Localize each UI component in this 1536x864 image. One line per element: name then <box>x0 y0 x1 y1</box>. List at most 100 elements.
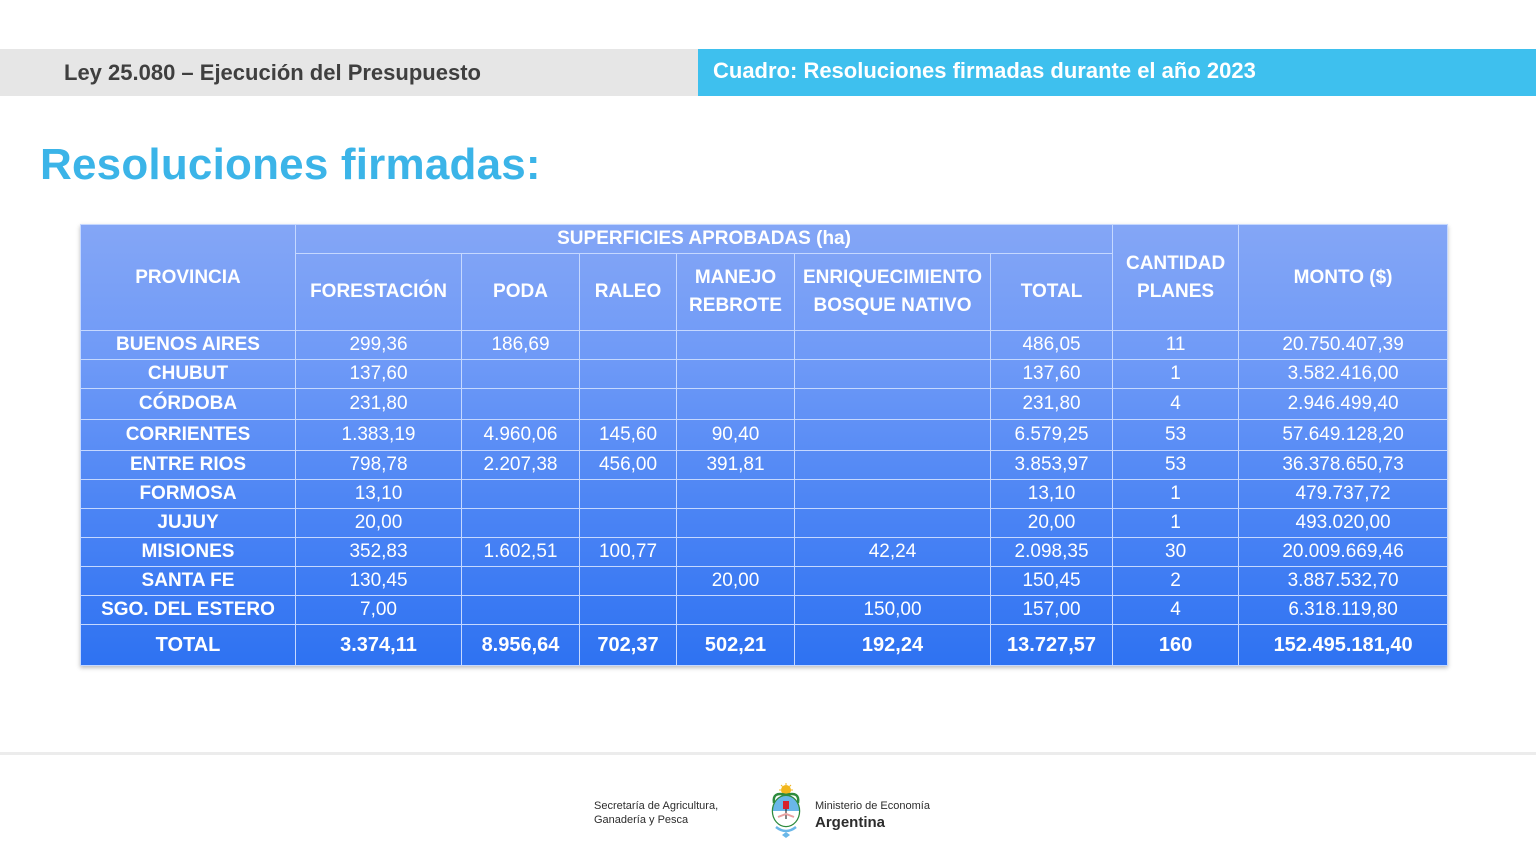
cell-manejo-rebrote <box>676 479 795 509</box>
total-monto: 152.495.181,40 <box>1238 624 1449 666</box>
cell-provincia: JUJUY <box>80 508 296 538</box>
cell-manejo-rebrote: 90,40 <box>676 419 795 451</box>
header-cantidad-planes: CANTIDAD PLANES <box>1112 224 1240 331</box>
header-cantidad-line2: PLANES <box>1137 280 1215 302</box>
table-row: CÓRDOBA 231,80 231,80 4 2.946.499,40 <box>80 388 1449 420</box>
cell-total: 150,45 <box>989 566 1114 596</box>
cell-enriquecimiento <box>794 419 991 451</box>
table-row: SANTA FE 130,45 20,00 150,45 2 3.887.532,70 <box>80 566 1449 596</box>
header-poda: PODA <box>461 253 580 331</box>
total-provincia: TOTAL <box>80 624 296 666</box>
cell-poda <box>461 508 580 538</box>
cell-enriquecimiento <box>794 479 991 509</box>
cell-cantidad-planes: 2 <box>1112 566 1240 596</box>
cell-raleo: 100,77 <box>579 537 677 567</box>
cell-raleo <box>579 359 677 389</box>
cell-monto: 3.887.532,70 <box>1238 566 1449 596</box>
footer-secretaria: Secretaría de Agricultura, Ganadería y P… <box>594 799 718 827</box>
cell-enriquecimiento <box>794 508 991 538</box>
header-raleo: RALEO <box>579 253 677 331</box>
cell-enriquecimiento: 150,00 <box>794 595 991 625</box>
cell-monto: 493.020,00 <box>1238 508 1449 538</box>
cell-enriquecimiento: 42,24 <box>794 537 991 567</box>
cell-raleo <box>579 479 677 509</box>
header-manejo-line2: REBROTE <box>689 295 782 316</box>
table-row: CHUBUT 137,60 137,60 1 3.582.416,00 <box>80 359 1449 389</box>
cell-cantidad-planes: 1 <box>1112 359 1240 389</box>
cell-enriquecimiento <box>794 450 991 480</box>
cell-raleo: 145,60 <box>579 419 677 451</box>
cell-cantidad-planes: 1 <box>1112 508 1240 538</box>
table-row: ENTRE RIOS 798,78 2.207,38 456,00 391,81 3.85… <box>80 450 1449 480</box>
cell-raleo <box>579 330 677 360</box>
cell-provincia: FORMOSA <box>80 479 296 509</box>
cell-forestacion: 352,83 <box>295 537 462 567</box>
cell-raleo <box>579 595 677 625</box>
cell-manejo-rebrote <box>676 595 795 625</box>
cell-forestacion: 20,00 <box>295 508 462 538</box>
cell-provincia: SANTA FE <box>80 566 296 596</box>
cell-forestacion: 299,36 <box>295 330 462 360</box>
footer-ministerio: Ministerio de Economía Argentina <box>815 799 930 832</box>
total-forestacion: 3.374,11 <box>295 624 462 666</box>
header-manejo-line1: MANEJO <box>694 267 777 288</box>
cell-monto: 479.737,72 <box>1238 479 1449 509</box>
cell-monto: 57.649.128,20 <box>1238 419 1449 451</box>
header-manejo-rebrote: MANEJO REBROTE <box>676 253 795 331</box>
resolutions-table: PROVINCIA SUPERFICIES APROBADAS (ha) CAN… <box>80 224 1449 666</box>
cell-cantidad-planes: 1 <box>1112 479 1240 509</box>
footer-secretaria-line1: Secretaría de Agricultura, <box>594 800 719 812</box>
header-forestacion: FORESTACIÓN <box>295 253 462 331</box>
header-enriq-line2: BOSQUE NATIVO <box>813 295 972 316</box>
cell-enriquecimiento <box>794 359 991 389</box>
cell-cantidad-planes: 30 <box>1112 537 1240 567</box>
cell-provincia: SGO. DEL ESTERO <box>80 595 296 625</box>
cell-total: 3.853,97 <box>989 450 1114 480</box>
cell-enriquecimiento <box>794 330 991 360</box>
cell-poda <box>461 388 580 420</box>
cell-forestacion: 7,00 <box>295 595 462 625</box>
cell-cantidad-planes: 4 <box>1112 388 1240 420</box>
cell-manejo-rebrote: 391,81 <box>676 450 795 480</box>
cell-cantidad-planes: 53 <box>1112 419 1240 451</box>
cell-poda: 1.602,51 <box>461 537 580 567</box>
cell-enriquecimiento <box>794 388 991 420</box>
cell-total: 486,05 <box>989 330 1114 360</box>
cell-provincia: ENTRE RIOS <box>80 450 296 480</box>
cell-poda: 4.960,06 <box>461 419 580 451</box>
cell-forestacion: 13,10 <box>295 479 462 509</box>
cell-total: 2.098,35 <box>989 537 1114 567</box>
table-row: SGO. DEL ESTERO 7,00 150,00 157,00 4 6.318.11… <box>80 595 1449 625</box>
cell-cantidad-planes: 53 <box>1112 450 1240 480</box>
table-row: MISIONES 352,83 1.602,51 100,77 42,24 2.098,3… <box>80 537 1449 567</box>
cell-total: 231,80 <box>989 388 1114 420</box>
cell-poda: 186,69 <box>461 330 580 360</box>
cell-monto: 2.946.499,40 <box>1238 388 1449 420</box>
footer-secretaria-line2: Ganadería y Pesca <box>594 814 689 826</box>
cell-cantidad-planes: 4 <box>1112 595 1240 625</box>
cell-provincia: MISIONES <box>80 537 296 567</box>
cell-monto: 3.582.416,00 <box>1238 359 1449 389</box>
cell-cantidad-planes: 11 <box>1112 330 1240 360</box>
page-title: Resoluciones firmadas: <box>40 140 541 189</box>
total-manejo-rebrote: 502,21 <box>676 624 795 666</box>
header-superficies-group: SUPERFICIES APROBADAS (ha) <box>294 224 1114 254</box>
header-monto: MONTO ($) <box>1238 224 1449 331</box>
cell-manejo-rebrote <box>676 508 795 538</box>
footer-ministerio-line2: Argentina <box>815 814 886 831</box>
cell-monto: 20.750.407,39 <box>1238 330 1449 360</box>
cell-forestacion: 1.383,19 <box>295 419 462 451</box>
cell-poda <box>461 359 580 389</box>
cell-monto: 36.378.650,73 <box>1238 450 1449 480</box>
cell-provincia: BUENOS AIRES <box>80 330 296 360</box>
cell-manejo-rebrote <box>676 359 795 389</box>
cell-raleo: 456,00 <box>579 450 677 480</box>
cell-manejo-rebrote <box>676 388 795 420</box>
cell-manejo-rebrote <box>676 330 795 360</box>
total-poda: 8.956,64 <box>461 624 580 666</box>
table-row: FORMOSA 13,10 13,10 1 479.737,72 <box>80 479 1449 509</box>
cell-poda: 2.207,38 <box>461 450 580 480</box>
cell-provincia: CHUBUT <box>80 359 296 389</box>
header-total: TOTAL <box>989 253 1114 331</box>
table-row: BUENOS AIRES 299,36 186,69 486,05 11 20.750.4… <box>80 330 1449 360</box>
